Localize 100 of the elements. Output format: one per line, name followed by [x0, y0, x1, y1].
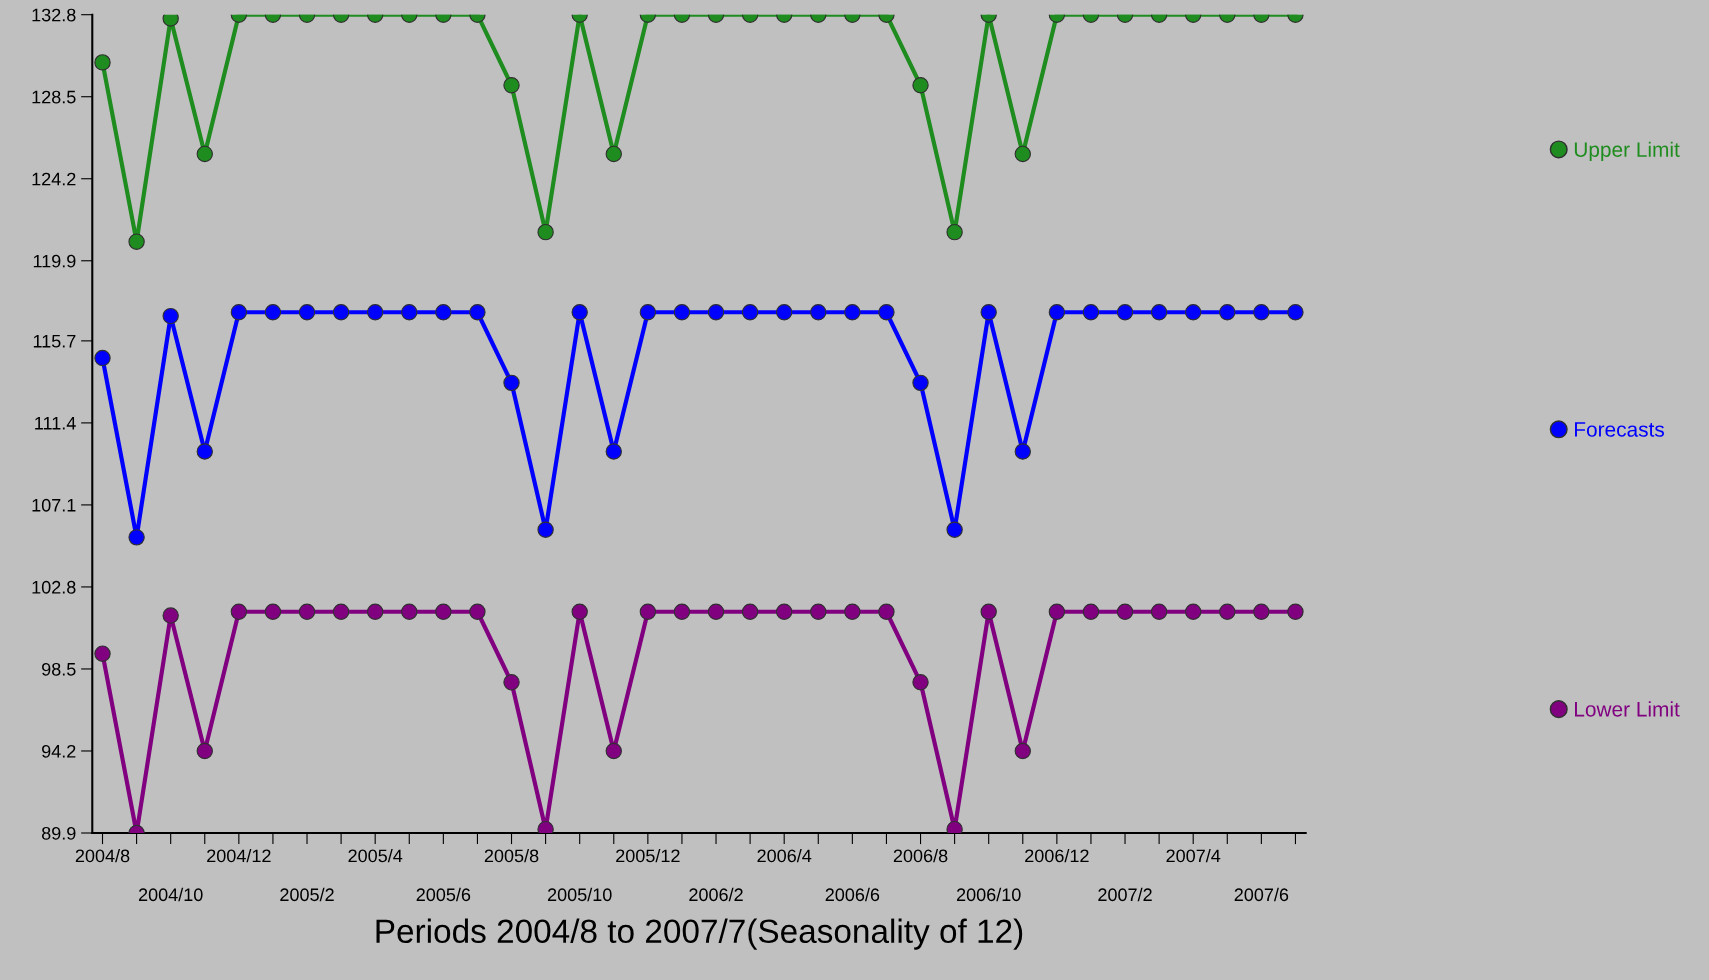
- point: [503, 374, 520, 392]
- x-tick-label: 2007/2: [1098, 887, 1152, 902]
- point: [1014, 443, 1031, 460]
- point: [94, 645, 111, 662]
- point: [401, 603, 418, 620]
- point: [332, 304, 350, 321]
- point: [810, 603, 827, 620]
- point: [673, 603, 691, 620]
- point: [264, 603, 282, 620]
- point: [775, 603, 793, 620]
- x-tick-label: 2006/6: [825, 887, 880, 902]
- y-tick-label: 102.8: [32, 580, 76, 594]
- point: [162, 307, 179, 325]
- x-tick-label: 2004/12: [207, 848, 271, 863]
- x-tick-label: 2005/8: [484, 848, 539, 863]
- x-tick-label: 2005/12: [616, 848, 680, 863]
- point: [639, 304, 657, 321]
- point: [1287, 304, 1304, 321]
- y-tick-label: 119.9: [33, 254, 76, 268]
- point: [810, 304, 827, 321]
- point: [1048, 304, 1066, 321]
- point: [571, 603, 588, 620]
- point: [1048, 603, 1066, 620]
- point: [707, 304, 725, 321]
- point: [401, 304, 418, 321]
- legend-label: Lower Limit: [1575, 701, 1680, 717]
- point: [946, 223, 963, 241]
- point: [639, 603, 657, 620]
- point: [435, 304, 452, 321]
- x-tick-label: 2007/6: [1234, 887, 1289, 902]
- point: [1082, 304, 1100, 321]
- point: [298, 603, 316, 620]
- point: [844, 304, 861, 321]
- point: [128, 529, 145, 546]
- point: [673, 304, 691, 321]
- x-tick-label: 2004/10: [138, 887, 203, 902]
- point: [298, 304, 316, 321]
- point: [946, 521, 963, 538]
- x-tick-label: 2005/4: [348, 848, 403, 863]
- y-tick-label: 94.2: [42, 744, 76, 758]
- x-axis-title: Periods 2004/8 to 2007/7(Seasonality of 12): [376, 918, 1023, 950]
- point: [912, 374, 929, 392]
- point: [571, 304, 588, 321]
- point: [503, 674, 520, 691]
- y-tick-label: 128.5: [32, 90, 76, 104]
- point: [196, 443, 213, 460]
- point: [1014, 742, 1031, 760]
- point: [469, 304, 486, 321]
- point: [1287, 603, 1304, 620]
- point: [1116, 603, 1134, 620]
- point: [912, 674, 929, 691]
- x-tick-label: 2005/10: [547, 887, 612, 902]
- y-tick-label: 115.7: [33, 335, 76, 348]
- point: [1185, 603, 1202, 620]
- point: [230, 304, 248, 321]
- point: [1185, 304, 1202, 321]
- point: [1082, 603, 1100, 620]
- point: [878, 304, 895, 321]
- x-tick-label: 2006/2: [689, 887, 743, 902]
- point: [741, 304, 759, 321]
- point: [264, 304, 282, 321]
- point: [1253, 304, 1270, 321]
- y-tick-label: 124.2: [32, 172, 76, 186]
- point: [980, 603, 997, 620]
- x-tick-label: 2004/8: [75, 848, 130, 863]
- point: [332, 603, 350, 620]
- point: [844, 603, 861, 620]
- point: [537, 223, 554, 241]
- x-tick-label: 2006/8: [893, 848, 948, 863]
- point: [605, 742, 622, 760]
- point: [435, 603, 452, 620]
- point: [741, 603, 759, 620]
- point: [196, 742, 213, 760]
- point: [1150, 304, 1168, 321]
- x-tick-label: 2005/2: [280, 887, 334, 902]
- point: [1219, 304, 1236, 321]
- point: [230, 603, 248, 620]
- y-tick-label: 89.9: [41, 826, 76, 840]
- point: [707, 603, 725, 620]
- legend-label: Forecasts: [1575, 422, 1665, 437]
- y-tick-label: 107.1: [32, 498, 76, 512]
- point: [366, 304, 384, 321]
- x-tick-label: 2006/10: [956, 887, 1021, 902]
- point: [162, 607, 179, 624]
- x-tick-label: 2006/12: [1025, 848, 1089, 863]
- y-tick-label: 111.4: [35, 417, 76, 430]
- point: [775, 304, 793, 321]
- point: [469, 603, 486, 620]
- x-tick-label: 2005/6: [416, 887, 471, 902]
- legend-label: Upper Limit: [1574, 141, 1680, 162]
- point: [980, 304, 997, 321]
- point: [1150, 603, 1168, 620]
- point: [366, 603, 384, 620]
- point: [1116, 304, 1134, 321]
- point: [605, 443, 622, 460]
- y-tick-label: 98.5: [42, 662, 76, 676]
- point: [94, 349, 111, 367]
- x-tick-label: 2007/4: [1166, 848, 1221, 863]
- y-tick-label: 132.8: [32, 8, 76, 22]
- point: [878, 603, 895, 620]
